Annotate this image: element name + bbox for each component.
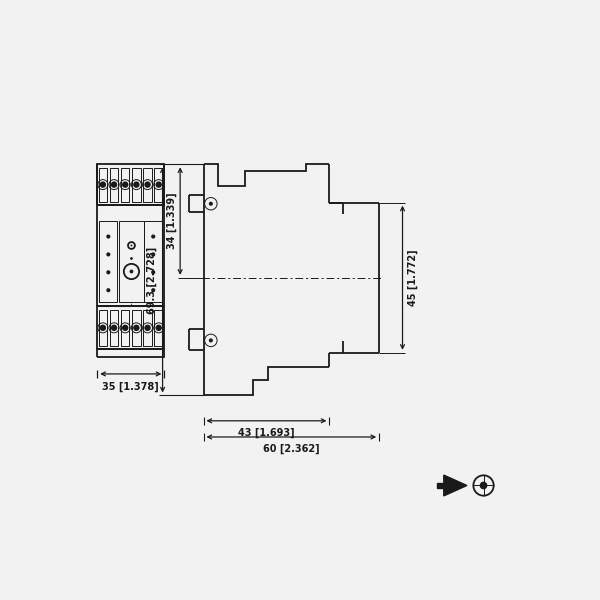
Circle shape — [151, 253, 155, 257]
Circle shape — [130, 257, 133, 260]
Circle shape — [209, 338, 213, 343]
Circle shape — [133, 181, 140, 188]
Circle shape — [111, 181, 117, 188]
Circle shape — [151, 270, 155, 274]
Circle shape — [106, 288, 110, 292]
Circle shape — [151, 235, 155, 239]
Polygon shape — [444, 475, 467, 496]
Circle shape — [155, 325, 162, 331]
Circle shape — [479, 482, 487, 490]
Text: 43 [1.693]: 43 [1.693] — [238, 427, 295, 437]
Text: 45 [1.772]: 45 [1.772] — [408, 250, 418, 306]
Circle shape — [155, 181, 162, 188]
Circle shape — [130, 245, 133, 247]
Circle shape — [209, 202, 213, 206]
Circle shape — [111, 325, 117, 331]
Text: 34 [1.339]: 34 [1.339] — [167, 193, 177, 250]
Bar — [437, 483, 444, 488]
Circle shape — [151, 288, 155, 292]
Circle shape — [106, 270, 110, 274]
Circle shape — [133, 325, 140, 331]
Text: 60 [2.362]: 60 [2.362] — [263, 443, 320, 454]
Text: 69.3 [2.728]: 69.3 [2.728] — [147, 246, 157, 314]
Circle shape — [145, 325, 151, 331]
Circle shape — [122, 325, 128, 331]
Circle shape — [145, 181, 151, 188]
Circle shape — [130, 269, 133, 274]
Circle shape — [100, 325, 106, 331]
Text: 35 [1.378]: 35 [1.378] — [103, 382, 159, 392]
Circle shape — [100, 181, 106, 188]
Circle shape — [122, 181, 128, 188]
Circle shape — [106, 235, 110, 239]
Circle shape — [106, 253, 110, 257]
